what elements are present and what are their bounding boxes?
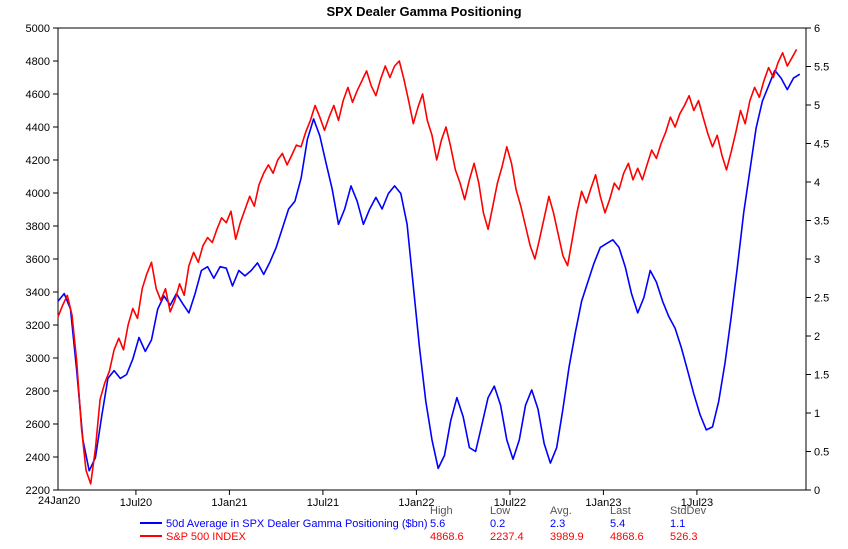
x-axis-tick-label: 1Jul21 [307,497,339,509]
y-left-tick-label: 3600 [26,254,50,266]
stats-header: High [430,505,453,517]
stats-value: 0.2 [490,518,505,530]
stats-header: StdDev [670,505,707,517]
stats-value: 1.1 [670,518,685,530]
y-right-tick-label: 5.5 [814,62,829,74]
y-right-tick-label: 5 [814,100,820,112]
stats-value: 5.6 [430,518,445,530]
y-right-tick-label: 4 [814,177,820,189]
legend-label: S&P 500 INDEX [166,531,247,543]
y-left-tick-label: 2600 [26,419,50,431]
chart-title: SPX Dealer Gamma Positioning [326,4,521,19]
y-right-tick-label: 4.5 [814,139,829,151]
y-right-tick-label: 1.5 [814,370,829,382]
stats-header: Last [610,505,631,517]
stats-value: 526.3 [670,531,698,543]
x-axis-tick-label: 1Jan21 [211,497,247,509]
y-left-tick-label: 3000 [26,353,50,365]
y-left-tick-label: 4400 [26,122,50,134]
y-left-tick-label: 3200 [26,320,50,332]
legend-label: 50d Average in SPX Dealer Gamma Position… [166,518,428,530]
x-axis-start-label: 24Jan20 [38,495,80,507]
y-left-tick-label: 2400 [26,452,50,464]
y-right-tick-label: 1 [814,408,820,420]
y-left-tick-label: 3800 [26,221,50,233]
y-left-tick-label: 4600 [26,89,50,101]
y-left-tick-label: 2800 [26,386,50,398]
chart-background [0,0,848,549]
y-left-tick-label: 3400 [26,287,50,299]
stats-value: 4868.6 [430,531,464,543]
y-right-tick-label: 3.5 [814,216,829,228]
y-right-tick-label: 0 [814,485,820,497]
y-right-tick-label: 6 [814,23,820,35]
stats-value: 5.4 [610,518,625,530]
y-left-tick-label: 5000 [26,23,50,35]
y-left-tick-label: 4000 [26,188,50,200]
y-right-tick-label: 0.5 [814,447,829,459]
stats-value: 3989.9 [550,531,584,543]
gamma-positioning-chart: SPX Dealer Gamma Positioning220024002600… [0,0,848,549]
y-right-tick-label: 2.5 [814,293,829,305]
stats-header: Avg. [550,505,572,517]
stats-header: Low [490,505,510,517]
y-right-tick-label: 3 [814,254,820,266]
y-right-tick-label: 2 [814,331,820,343]
y-left-tick-label: 4200 [26,155,50,167]
stats-value: 2237.4 [490,531,524,543]
stats-value: 2.3 [550,518,565,530]
stats-value: 4868.6 [610,531,644,543]
x-axis-tick-label: 1Jul20 [120,497,152,509]
y-left-tick-label: 4800 [26,56,50,68]
